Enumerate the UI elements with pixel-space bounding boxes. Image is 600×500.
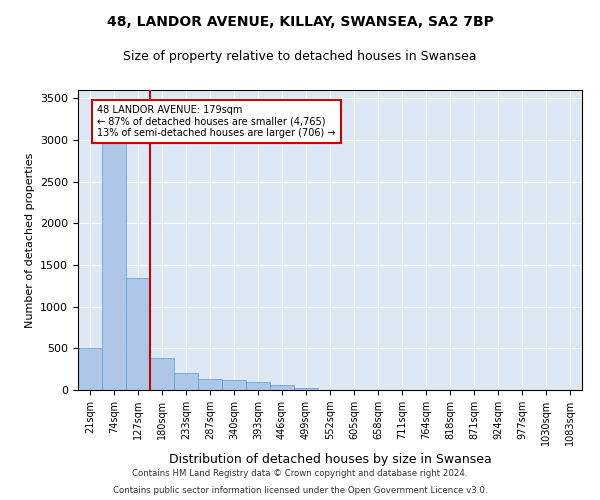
Bar [126,278,150,390]
Bar [198,379,222,390]
Text: 48, LANDOR AVENUE, KILLAY, SWANSEA, SA2 7BP: 48, LANDOR AVENUE, KILLAY, SWANSEA, SA2 … [107,15,493,29]
Bar [150,358,174,390]
Bar [246,382,270,390]
Text: Size of property relative to detached houses in Swansea: Size of property relative to detached ho… [123,50,477,63]
Bar [102,138,126,390]
Bar [294,388,318,390]
Bar [270,385,294,390]
Bar [78,348,102,390]
Bar [174,374,198,390]
Text: Contains HM Land Registry data © Crown copyright and database right 2024.: Contains HM Land Registry data © Crown c… [132,468,468,477]
Y-axis label: Number of detached properties: Number of detached properties [25,152,35,328]
Text: 48 LANDOR AVENUE: 179sqm
← 87% of detached houses are smaller (4,765)
13% of sem: 48 LANDOR AVENUE: 179sqm ← 87% of detach… [97,105,336,138]
Text: Contains public sector information licensed under the Open Government Licence v3: Contains public sector information licen… [113,486,487,495]
Bar [222,380,246,390]
X-axis label: Distribution of detached houses by size in Swansea: Distribution of detached houses by size … [169,454,491,466]
